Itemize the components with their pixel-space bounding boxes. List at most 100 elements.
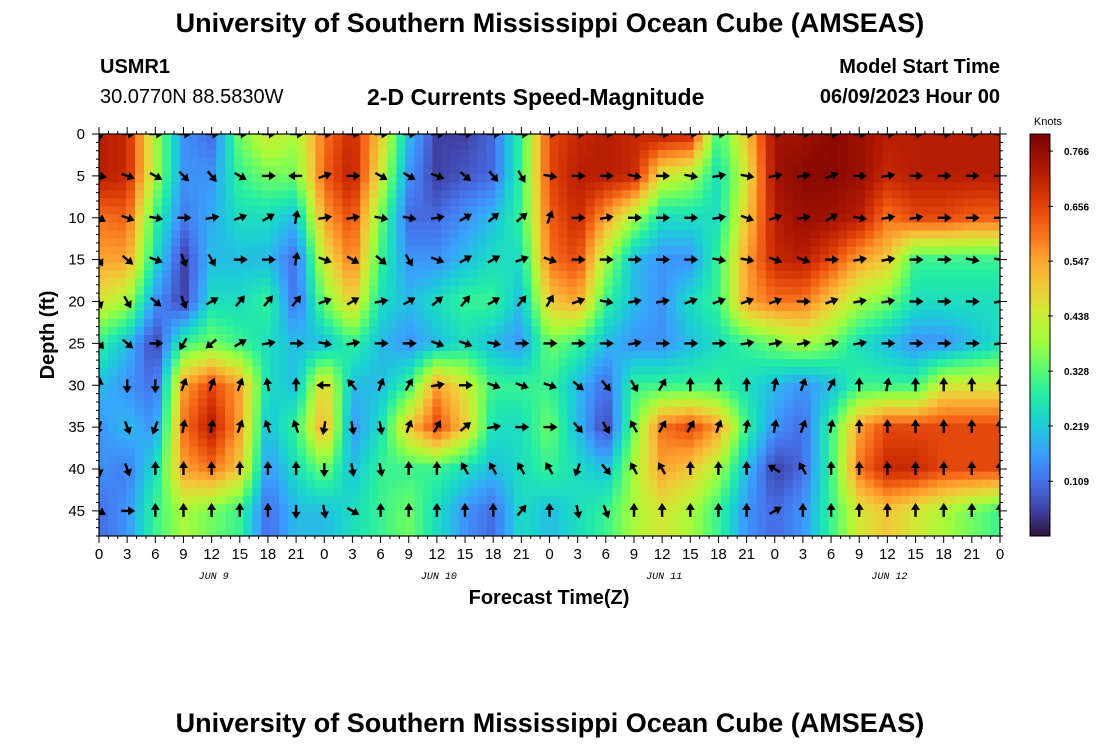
heat-cell [684,326,695,336]
heat-cell [756,383,767,392]
heat-cell [612,423,623,433]
heat-cell [234,447,244,457]
heat-cell [513,487,524,497]
heat-cell [585,302,596,312]
heat-cell [783,407,794,416]
heat-cell [531,166,542,175]
heat-cell [837,310,848,320]
heat-cell [405,391,415,400]
heat-cell [432,431,442,441]
heat-cell [162,391,172,400]
heat-cell [423,367,433,376]
heat-cell [216,407,226,416]
heat-cell [558,407,569,416]
heat-cell [810,511,821,521]
heat-cell [576,391,587,400]
heat-cell [450,206,460,215]
heat-cell [144,182,154,191]
heat-cell [261,351,271,360]
heat-cell [585,511,596,521]
heat-cell [270,134,280,143]
heat-cell [108,335,118,344]
heat-cell [270,294,280,304]
heat-cell [144,503,154,513]
heat-cell [990,222,1000,232]
heat-cell [747,343,758,352]
heat-cell [198,182,208,191]
heat-cell [621,318,632,328]
heat-cell [729,343,740,352]
heat-cell [639,503,650,513]
heat-cell [441,383,451,392]
heat-cell [675,399,686,408]
heat-cell [495,318,506,328]
heat-cell [756,527,767,536]
heat-cell [711,174,722,183]
heat-cell [990,455,1000,465]
heat-cell [648,326,659,336]
heat-cell [162,286,172,296]
heat-cell [567,439,578,449]
heat-cell [666,142,677,151]
heat-cell [504,134,515,143]
heat-cell [909,415,920,425]
heat-cell [270,447,280,457]
heat-cell [585,431,596,441]
heat-cell [189,206,199,215]
heat-cell [423,423,433,433]
heat-cell [657,399,668,408]
heat-cell [504,310,515,320]
heat-cell [189,134,199,143]
heat-cell [504,359,515,368]
heat-cell [909,206,920,215]
heat-cell [486,198,497,207]
heat-cell [198,230,208,240]
heat-cell [306,182,316,191]
heat-cell [972,383,983,392]
heat-cell [927,182,938,191]
heat-cell [972,351,983,360]
heat-cell [459,206,470,215]
heat-cell [315,455,325,465]
heat-cell [288,351,298,360]
heat-cell [261,487,271,497]
heat-cell [864,270,875,280]
heat-cell [909,407,920,416]
heat-cell [99,190,109,199]
heat-cell [567,158,578,167]
heat-cell [351,415,361,425]
heat-cell [657,238,668,248]
heat-cell [693,487,704,497]
heat-cell [594,383,605,392]
heat-cell [603,471,614,481]
heat-cell [630,343,641,352]
heat-cell [135,262,145,272]
heat-cell [828,351,839,360]
heat-cell [324,318,334,328]
heat-cell [711,222,722,232]
heat-cell [972,262,983,272]
heat-cell [369,423,379,433]
heat-cell [270,407,280,416]
heat-cell [963,150,974,159]
heat-cell [990,471,1000,481]
heat-cell [558,222,569,232]
heat-cell [837,503,848,513]
heat-cell [153,455,163,465]
heat-cell [945,439,956,449]
heat-cell [837,431,848,441]
heat-cell [801,238,812,248]
heat-cell [531,471,542,481]
heat-cell [810,222,821,232]
heat-cell [189,310,199,320]
heat-cell [909,142,920,151]
heat-cell [711,166,722,175]
heat-cell [810,294,821,304]
heat-cell [297,134,307,143]
heat-cell [459,134,470,143]
heat-cell [396,262,406,272]
heat-cell [747,302,758,312]
heat-cell [468,230,479,240]
heat-cell [441,206,451,215]
heat-cell [171,182,181,191]
